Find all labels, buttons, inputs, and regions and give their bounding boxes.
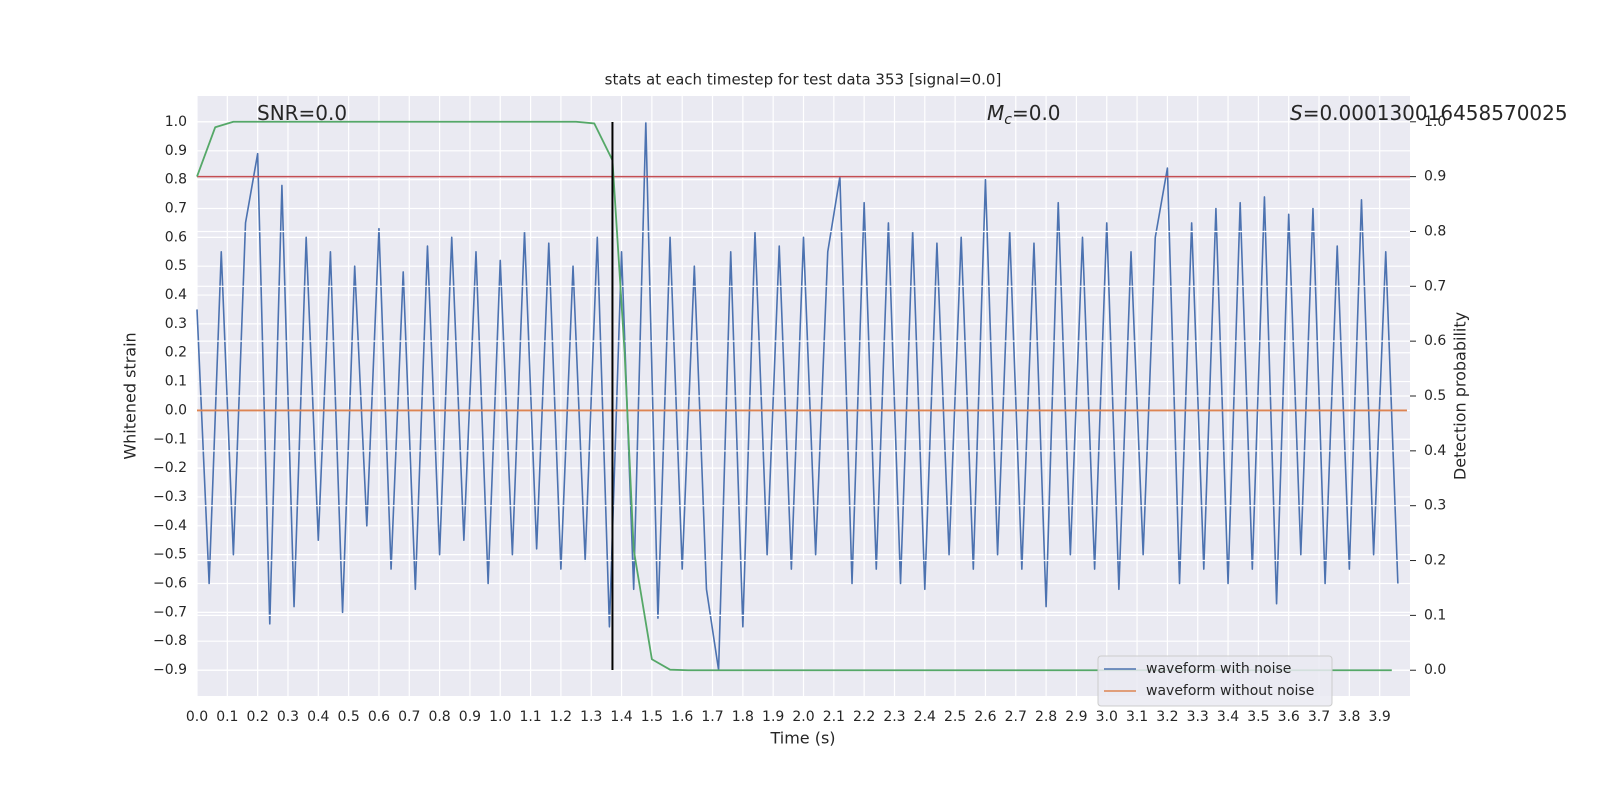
x-tick-label: 0.5: [337, 709, 359, 725]
x-axis-label: Time (s): [769, 729, 835, 748]
x-tick-label: 3.5: [1247, 709, 1269, 725]
x-tick-label: 1.6: [671, 709, 693, 725]
x-tick-label: 1.7: [701, 709, 723, 725]
x-tick-label: 3.0: [1096, 709, 1118, 725]
annotation-subscript: c: [1004, 112, 1012, 128]
x-tick-label: 0.9: [459, 709, 481, 725]
x-tick-label: 0.4: [307, 709, 329, 725]
annotation: Mc=0.0: [987, 101, 1061, 129]
annotation-symbol: M: [987, 101, 1004, 125]
y-tick-label: −0.2: [153, 460, 187, 476]
y-tick-label: −0.7: [153, 604, 187, 620]
y-tick-label: 0.1: [165, 374, 187, 390]
x-tick-label: 2.1: [823, 709, 845, 725]
y-tick-label: −0.4: [153, 518, 187, 534]
y2-axis-label: Detection probability: [1451, 312, 1470, 480]
y-tick-label: −0.5: [153, 547, 187, 563]
annotation: SNR=0.0: [257, 101, 347, 125]
x-tick-label: 0.0: [186, 709, 208, 725]
y-axis-label: Whitened strain: [121, 332, 140, 459]
y2-tick-label: 0.3: [1424, 498, 1446, 514]
x-tick-label: 2.6: [974, 709, 996, 725]
x-tick-label: 3.3: [1187, 709, 1209, 725]
x-tick-label: 1.3: [580, 709, 602, 725]
x-tick-label: 2.9: [1065, 709, 1087, 725]
y-tick-label: −0.8: [153, 633, 187, 649]
y-tick-label: 0.0: [165, 402, 187, 418]
y2-tick-label: 0.9: [1424, 169, 1446, 185]
legend-label: waveform without noise: [1146, 683, 1314, 699]
x-tick-label: 1.0: [489, 709, 511, 725]
x-tick-label: 3.4: [1217, 709, 1239, 725]
x-tick-label: 0.7: [398, 709, 420, 725]
x-tick-label: 0.1: [216, 709, 238, 725]
y-tick-label: 0.8: [165, 172, 187, 188]
y-tick-label: 0.5: [165, 258, 187, 274]
x-tick-label: 2.4: [914, 709, 936, 725]
y-tick-label: 0.7: [165, 201, 187, 217]
y-tick-label: −0.6: [153, 576, 187, 592]
y-tick-label: 0.6: [165, 229, 187, 245]
x-tick-label: 3.1: [1126, 709, 1148, 725]
y2-tick-label: 0.2: [1424, 553, 1446, 569]
annotation: S=0.000130016458570025: [1290, 101, 1568, 125]
y2-tick-label: 0.6: [1424, 333, 1446, 349]
y-tick-label: 0.9: [165, 143, 187, 159]
x-tick-label: 1.8: [732, 709, 754, 725]
y2-tick-label: 0.1: [1424, 607, 1446, 623]
y-tick-label: −0.9: [153, 662, 187, 678]
x-tick-label: 3.6: [1278, 709, 1300, 725]
y2-tick-label: 1.0: [1424, 114, 1446, 130]
chart-title: stats at each timestep for test data 353…: [605, 71, 1002, 89]
y2-tick-label: 0.4: [1424, 443, 1446, 459]
y-tick-label: −0.1: [153, 431, 187, 447]
x-tick-label: 3.9: [1369, 709, 1391, 725]
x-tick-label: 0.6: [368, 709, 390, 725]
x-tick-label: 1.4: [610, 709, 632, 725]
y2-tick-label: 0.7: [1424, 278, 1446, 294]
x-tick-label: 3.8: [1338, 709, 1360, 725]
x-tick-label: 3.7: [1308, 709, 1330, 725]
y2-tick-label: 0.5: [1424, 388, 1446, 404]
y-tick-label: 0.4: [165, 287, 187, 303]
legend-box: [1097, 655, 1333, 707]
x-tick-label: 2.2: [853, 709, 875, 725]
probability-line: [196, 120, 1392, 672]
annotation-symbol: S: [1290, 101, 1303, 125]
y-tick-label: 0.3: [165, 316, 187, 332]
x-tick-label: 0.2: [247, 709, 269, 725]
x-tick-label: 1.5: [641, 709, 663, 725]
y-tick-label: 0.2: [165, 345, 187, 361]
x-tick-label: 3.2: [1156, 709, 1178, 725]
annotation-text: SNR=0.0: [257, 101, 347, 125]
x-tick-label: 1.2: [550, 709, 572, 725]
annotation-text: =0.000130016458570025: [1303, 101, 1568, 125]
x-tick-label: 0.3: [277, 709, 299, 725]
y-tick-label: 1.0: [165, 114, 187, 130]
x-tick-label: 2.5: [944, 709, 966, 725]
y2-tick-label: 0.8: [1424, 223, 1446, 239]
x-tick-label: 2.3: [883, 709, 905, 725]
x-tick-label: 1.1: [519, 709, 541, 725]
legend-label: waveform with noise: [1146, 661, 1291, 677]
x-tick-label: 1.9: [762, 709, 784, 725]
x-tick-label: 2.0: [792, 709, 814, 725]
y-tick-label: −0.3: [153, 489, 187, 505]
annotation-text: =0.0: [1012, 101, 1061, 125]
x-tick-label: 0.8: [428, 709, 450, 725]
x-tick-label: 2.7: [1005, 709, 1027, 725]
x-tick-label: 2.8: [1035, 709, 1057, 725]
y2-tick-label: 0.0: [1424, 662, 1446, 678]
